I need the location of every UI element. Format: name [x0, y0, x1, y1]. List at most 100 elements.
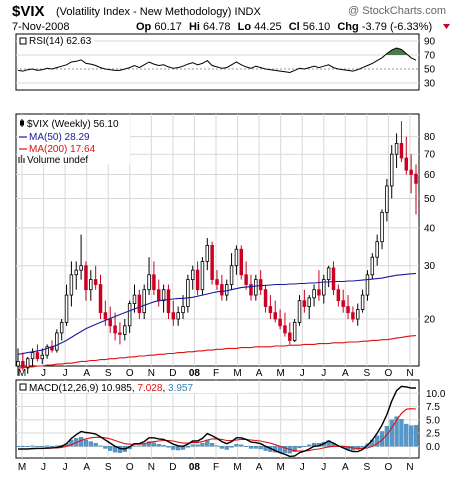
macd-label-prefix: MACD(12,26,9) [29, 383, 98, 394]
chart-symbol: $VIX [12, 3, 45, 20]
candle-body [171, 312, 176, 320]
price-ytick-40: 40 [424, 223, 436, 234]
candle-body [190, 269, 195, 280]
macd-line [18, 385, 416, 458]
xtick-top-D: D [169, 368, 176, 379]
xtick-bottom-J: J [300, 462, 305, 473]
macd-histogram-bar [190, 444, 195, 447]
price-ytick-30: 30 [424, 261, 436, 272]
macd-histogram-bar [375, 435, 380, 447]
macd-histogram-bar [219, 446, 224, 449]
ohlc-readout: Op 60.17 Hi 64.78 Lo 44.25 Cl 56.10 Chg … [136, 21, 432, 33]
macd-histogram-bar [103, 446, 108, 449]
ma200-line [18, 335, 417, 369]
macd-histogram-bar [282, 446, 288, 453]
macd-histogram-bar [137, 445, 142, 447]
xtick-bottom-M: M [18, 462, 26, 473]
candle-body [108, 318, 112, 327]
xtick-bottom-S: S [364, 462, 371, 473]
macd-histogram-bar [108, 446, 113, 451]
xtick-top-O: O [385, 368, 393, 379]
candle-body [113, 325, 117, 334]
candle-body [263, 289, 268, 307]
xtick-top-N: N [148, 368, 155, 379]
candle-body [394, 142, 399, 155]
rsi-ytick-30: 30 [424, 79, 436, 90]
xtick-bottom-S: S [105, 462, 112, 473]
candle-body [74, 269, 78, 276]
xtick-top-J: J [63, 368, 68, 379]
ma50-line [17, 272, 417, 355]
candle-body [307, 297, 311, 307]
candle-body [147, 274, 151, 291]
candle-body [258, 279, 263, 291]
legend-ma50: MA(50) 28.29 [29, 132, 90, 143]
macd-histogram-bar [214, 445, 220, 447]
macd-histogram-bar [224, 446, 229, 450]
candle-body [220, 284, 224, 296]
candle-body [79, 265, 83, 271]
macd-histogram-bar [161, 445, 166, 447]
chart-name: (Volatility Index - New Methodology) IND… [56, 6, 261, 18]
xtick-top-M: M [233, 368, 241, 379]
chart-exchange: INDX [235, 6, 262, 18]
macd-histogram-bar [151, 442, 156, 447]
xtick-top-J: J [321, 368, 326, 379]
xtick-top-08: 08 [189, 368, 201, 379]
macd-histogram-bar [171, 446, 176, 450]
candle-body [161, 289, 166, 302]
candle-body [239, 248, 244, 276]
chart-date: 7-Nov-2008 [12, 21, 69, 33]
macd-histogram-bar [200, 442, 205, 447]
macd-histogram-bar [25, 446, 30, 447]
xtick-top-A: A [83, 368, 90, 379]
rsi-label-bg [18, 35, 94, 47]
macd-histogram-bar [146, 441, 152, 447]
candle-body [35, 352, 40, 360]
macd-label-marker-icon [19, 383, 27, 391]
macd-histogram-bar [297, 446, 302, 449]
candle-body [380, 211, 384, 243]
macd-layer: 10.0 7.5 5.0 2.5 0.0 [15, 380, 446, 458]
macd-histogram-bar [156, 444, 161, 447]
hi-label: Hi [189, 21, 200, 33]
candle-body [98, 284, 103, 314]
candle-body [224, 284, 229, 296]
candle-body [404, 157, 409, 171]
candle-body [215, 279, 219, 285]
chg-label: Chg [337, 21, 358, 33]
candle-body [317, 289, 321, 296]
candle-body [385, 185, 389, 213]
cl-label: Cl [289, 21, 300, 33]
xtick-bottom-J: J [63, 462, 68, 473]
candle-body [302, 300, 307, 307]
macd-label-sep1: , [132, 383, 135, 394]
candle-body [176, 312, 180, 320]
xtick-top-N: N [406, 368, 413, 379]
macd-histogram-bar [394, 416, 399, 447]
candle-body [249, 284, 253, 296]
candle-body [278, 318, 282, 327]
xtick-bottom-08: 08 [189, 462, 201, 473]
candle-body [181, 306, 185, 314]
macd-histogram-bar [229, 446, 234, 448]
candle-body [414, 173, 418, 184]
candle-body [89, 279, 93, 291]
macd-histogram-bar [404, 423, 409, 447]
legend-volume: Volume undef [27, 155, 88, 166]
candle-body [132, 294, 137, 304]
price-ytick-50: 50 [424, 194, 436, 205]
candle-body [297, 300, 302, 323]
candle-body [16, 360, 20, 367]
candle-body [331, 267, 336, 291]
price-panel [15, 113, 420, 367]
macd-histogram-bar [292, 446, 297, 452]
candle-body [356, 309, 360, 320]
candle-body [346, 306, 350, 314]
candle-body [292, 321, 297, 341]
xtick-bottom-M: M [233, 462, 241, 473]
xtick-bottom-F: F [213, 462, 219, 473]
price-ytick-20: 20 [424, 315, 436, 326]
cl-value: 56.10 [303, 21, 331, 33]
